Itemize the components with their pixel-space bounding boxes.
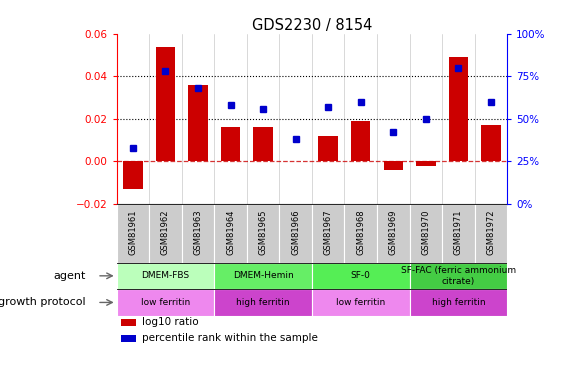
Bar — [149, 204, 182, 262]
Text: GSM81967: GSM81967 — [324, 209, 333, 255]
Text: GSM81961: GSM81961 — [128, 209, 138, 255]
Bar — [416, 162, 436, 166]
Bar — [123, 162, 143, 189]
Text: GSM81970: GSM81970 — [422, 209, 430, 255]
Text: log10 ratio: log10 ratio — [142, 317, 199, 327]
Text: GSM81963: GSM81963 — [194, 209, 202, 255]
Text: high ferritin: high ferritin — [236, 298, 290, 307]
Bar — [409, 289, 507, 316]
Bar — [409, 262, 507, 289]
Bar — [117, 289, 215, 316]
Text: GSM81966: GSM81966 — [291, 209, 300, 255]
Bar — [312, 262, 409, 289]
Text: agent: agent — [53, 271, 85, 281]
Bar — [221, 128, 240, 162]
Text: low ferritin: low ferritin — [141, 298, 190, 307]
Bar — [214, 262, 312, 289]
Bar — [156, 46, 175, 162]
Bar — [318, 136, 338, 162]
Bar — [442, 204, 475, 262]
Text: low ferritin: low ferritin — [336, 298, 385, 307]
Bar — [345, 204, 377, 262]
Bar — [214, 204, 247, 262]
Title: GDS2230 / 8154: GDS2230 / 8154 — [252, 18, 372, 33]
Bar — [384, 162, 403, 170]
Text: DMEM-Hemin: DMEM-Hemin — [233, 272, 293, 280]
Bar — [351, 121, 370, 162]
Bar — [312, 289, 409, 316]
Bar — [448, 57, 468, 162]
Text: growth protocol: growth protocol — [0, 297, 85, 307]
Text: GSM81972: GSM81972 — [486, 209, 496, 255]
Bar — [247, 204, 279, 262]
Text: GSM81969: GSM81969 — [389, 209, 398, 255]
Bar — [409, 204, 442, 262]
Bar — [214, 289, 312, 316]
Bar — [121, 335, 136, 342]
Bar — [117, 204, 149, 262]
Bar — [279, 204, 312, 262]
Bar — [481, 125, 501, 162]
Text: high ferritin: high ferritin — [431, 298, 485, 307]
Text: GSM81971: GSM81971 — [454, 209, 463, 255]
Text: SF-0: SF-0 — [351, 272, 371, 280]
Bar — [312, 204, 345, 262]
Text: percentile rank within the sample: percentile rank within the sample — [142, 333, 318, 344]
Bar — [475, 204, 507, 262]
Bar — [121, 319, 136, 326]
Text: DMEM-FBS: DMEM-FBS — [141, 272, 189, 280]
Text: SF-FAC (ferric ammonium
citrate): SF-FAC (ferric ammonium citrate) — [401, 266, 516, 285]
Text: GSM81968: GSM81968 — [356, 209, 365, 255]
Bar — [377, 204, 409, 262]
Text: GSM81962: GSM81962 — [161, 209, 170, 255]
Text: GSM81964: GSM81964 — [226, 209, 235, 255]
Bar — [253, 128, 273, 162]
Bar — [182, 204, 214, 262]
Text: GSM81965: GSM81965 — [259, 209, 268, 255]
Bar — [117, 262, 215, 289]
Bar — [188, 85, 208, 162]
